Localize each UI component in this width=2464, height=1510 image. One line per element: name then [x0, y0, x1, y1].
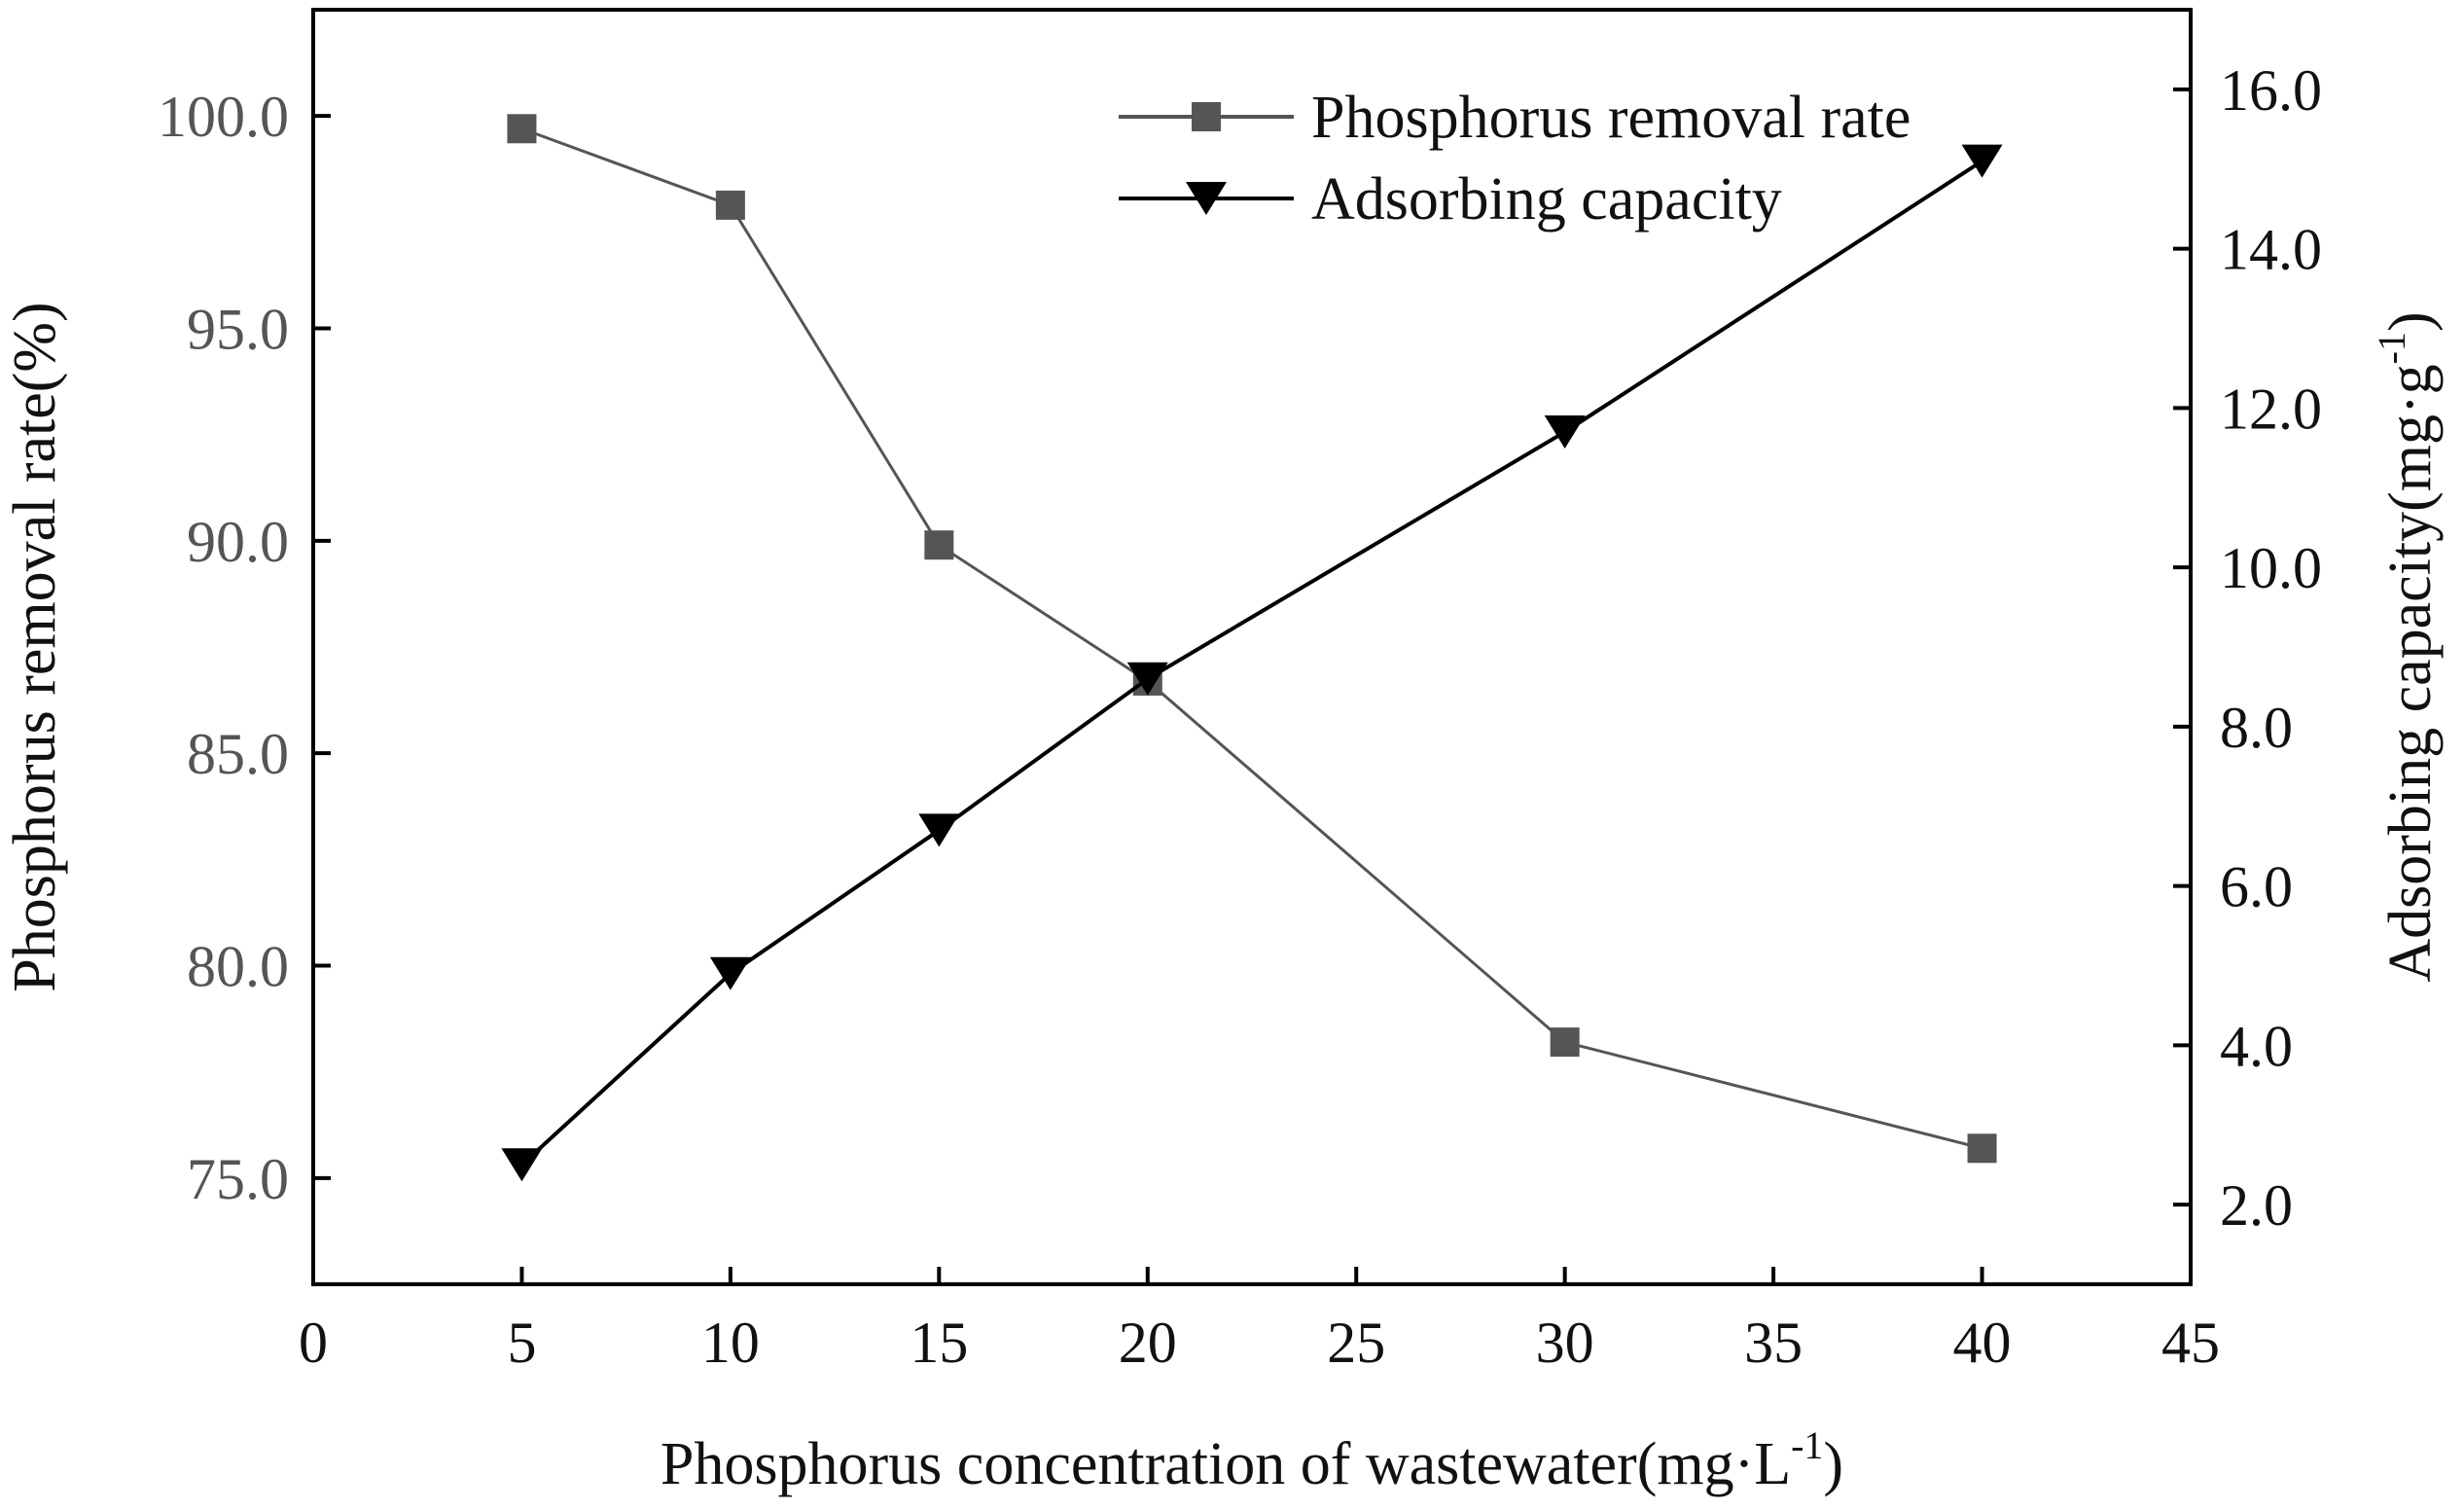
y-axis-right-title-superscript: -1 [2370, 332, 2413, 364]
legend-label: Adsorbing capacity [1311, 166, 1782, 233]
x-tick-label: 30 [1536, 1311, 1594, 1375]
y-axis-left-title: Phosphorus removal rate(%) [2, 302, 68, 991]
data-point [918, 813, 960, 847]
y-axis-right-title-close: ) [2377, 311, 2444, 332]
x-axis-title: Phosphorus concentration of wastewater(m… [661, 1423, 1843, 1497]
data-point [1126, 662, 1168, 696]
series-line [520, 126, 1982, 1150]
y-right-tick-label: 10.0 [2220, 536, 2322, 600]
y-right-tick-label: 8.0 [2220, 696, 2293, 760]
data-point [1967, 1133, 1997, 1164]
data-point [507, 114, 537, 144]
legend-marker [1192, 102, 1221, 131]
y-right-tick-label: 4.0 [2220, 1014, 2293, 1078]
y-axis-right-title: Adsorbing capacity(mg·g-1) [2370, 311, 2444, 982]
ticks-layer: 0 5 10 15 20 25 30 35 40 45 75.0 80.0 85.0 90.0 95.0 10… [158, 58, 2322, 1375]
data-point [1544, 414, 1586, 449]
y-left-tick-label: 100.0 [158, 85, 289, 149]
y-right-tick-label: 16.0 [2220, 58, 2322, 123]
data-point [501, 1148, 543, 1182]
series-line [520, 159, 1983, 1167]
series-layer [501, 114, 2003, 1182]
y-left-tick-label: 80.0 [187, 935, 289, 999]
y-right-tick-label: 12.0 [2220, 377, 2322, 441]
x-tick-label: 10 [701, 1311, 760, 1375]
legend-label: Phosphorus removal rate [1311, 85, 1910, 151]
data-point [715, 190, 745, 220]
legend: Phosphorus removal rate Adsorbing capacit… [1119, 85, 1910, 233]
x-tick-label: 5 [507, 1311, 536, 1375]
x-tick-label: 35 [1744, 1311, 1803, 1375]
x-tick-label: 45 [2161, 1311, 2220, 1375]
y-right-tick-label: 2.0 [2220, 1173, 2293, 1238]
x-tick-label: 0 [299, 1311, 328, 1375]
y-right-tick-label: 6.0 [2220, 855, 2293, 919]
plot-area-frame [311, 8, 2193, 1286]
x-tick-label: 25 [1327, 1311, 1385, 1375]
y-left-tick-label: 75.0 [187, 1147, 289, 1211]
x-tick-label: 15 [910, 1311, 968, 1375]
y-left-tick-label: 95.0 [187, 298, 289, 362]
series-1 [507, 114, 1997, 1164]
y-left-tick-label: 85.0 [187, 722, 289, 786]
x-axis-title-close: ) [1823, 1431, 1843, 1497]
data-point [709, 956, 751, 990]
series-2 [501, 144, 2003, 1182]
x-axis-title-superscript: -1 [1791, 1423, 1823, 1467]
y-right-tick-label: 14.0 [2220, 218, 2322, 282]
data-point [924, 530, 954, 560]
legend-marker [1186, 182, 1227, 215]
legend-item: Adsorbing capacity [1119, 166, 1782, 233]
data-point [1550, 1027, 1580, 1058]
legend-item: Phosphorus removal rate [1119, 85, 1910, 151]
data-point [1961, 144, 2003, 178]
x-tick-label: 40 [1953, 1311, 2012, 1375]
x-tick-label: 20 [1119, 1311, 1177, 1375]
y-left-tick-label: 90.0 [187, 510, 289, 574]
